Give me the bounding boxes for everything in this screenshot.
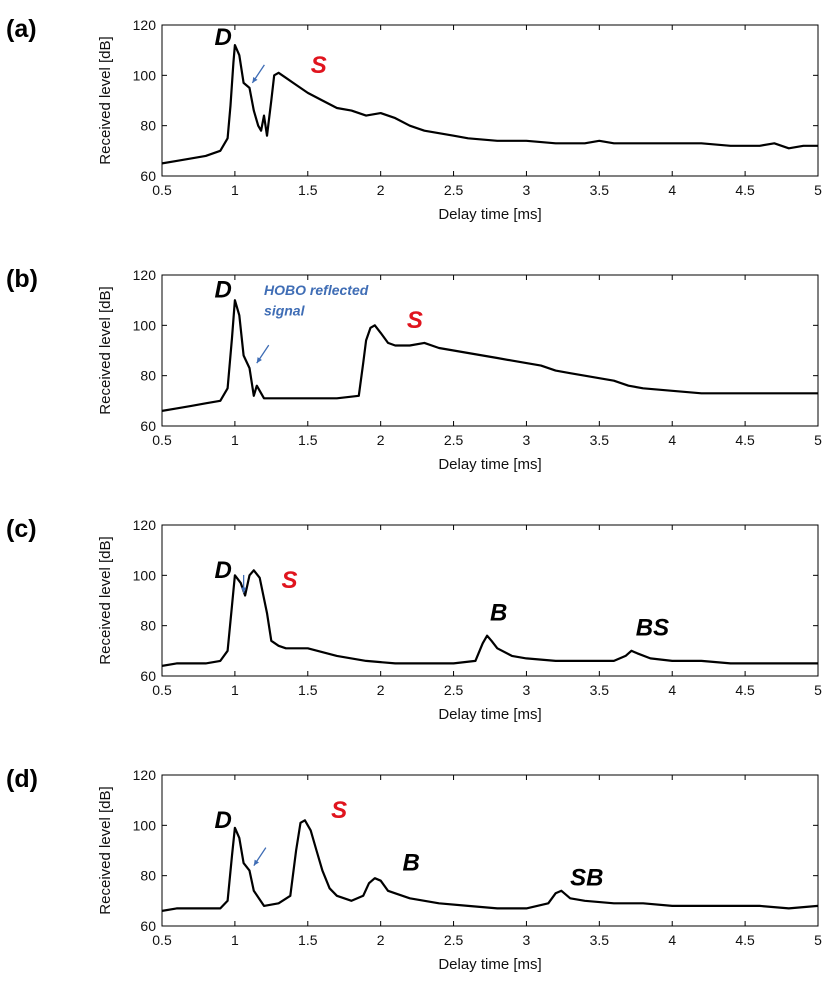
x-tick-label: 2 xyxy=(377,182,385,198)
y-axis-label: Received level [dB] xyxy=(97,536,114,664)
annotation-label: D xyxy=(214,807,231,834)
y-tick-label: 100 xyxy=(133,817,157,833)
annotation-label: SB xyxy=(570,865,603,892)
x-tick-label: 1 xyxy=(231,932,239,948)
y-tick-label: 80 xyxy=(140,368,156,384)
x-tick-label: 2.5 xyxy=(444,182,464,198)
plot-frame xyxy=(161,524,819,677)
x-axis-label: Delay time [ms] xyxy=(438,206,541,223)
x-tick-label: 2 xyxy=(377,682,385,698)
x-tick-label: 4 xyxy=(668,682,676,698)
x-tick-label: 2.5 xyxy=(444,432,464,448)
x-tick-label: 3 xyxy=(523,932,531,948)
annotation-label: HOBO reflected xyxy=(264,282,369,298)
x-tick-label: 0.5 xyxy=(152,182,172,198)
x-tick-label: 1 xyxy=(231,432,239,448)
x-axis-label: Delay time [ms] xyxy=(438,456,541,473)
x-tick-label: 5 xyxy=(814,432,822,448)
annotation-label: signal xyxy=(264,302,306,318)
series-line xyxy=(162,299,818,412)
chart-panel-3: (d) 0.5 1 1.5 2 2.5 3 3.5 4 4.5 5 60 80 100 120 Delay t… xyxy=(6,765,822,973)
panel-label: (c) xyxy=(6,515,37,543)
panel-label: (a) xyxy=(6,15,37,43)
x-tick-label: 0.5 xyxy=(152,682,172,698)
y-tick-label: 60 xyxy=(140,168,156,184)
y-tick-label: 120 xyxy=(133,267,157,283)
annotation-label: S xyxy=(311,52,327,79)
annotation-label: D xyxy=(214,277,231,304)
x-tick-label: 5 xyxy=(814,932,822,948)
x-tick-label: 3.5 xyxy=(590,932,610,948)
annotation-label: D xyxy=(214,557,231,584)
x-axis-label: Delay time [ms] xyxy=(438,706,541,723)
x-tick-label: 3.5 xyxy=(590,182,610,198)
y-tick-label: 120 xyxy=(133,17,157,33)
x-tick-label: 3 xyxy=(523,682,531,698)
y-tick-label: 100 xyxy=(133,567,157,583)
x-tick-label: 5 xyxy=(814,682,822,698)
y-axis-label: Received level [dB] xyxy=(97,786,114,914)
x-tick-label: 4.5 xyxy=(735,182,755,198)
y-tick-label: 60 xyxy=(140,418,156,434)
y-tick-label: 80 xyxy=(140,618,156,634)
x-tick-label: 1 xyxy=(231,682,239,698)
x-tick-label: 3 xyxy=(523,182,531,198)
annotation-label: BS xyxy=(636,615,669,642)
arrow-icon xyxy=(256,344,270,364)
annotation-label: B xyxy=(490,600,507,627)
chart-panel-0: (a) 0.5 1 1.5 2 2.5 3 3.5 4 4.5 5 60 80 100 120 Delay t… xyxy=(6,15,822,223)
y-tick-label: 60 xyxy=(140,918,156,934)
series-line xyxy=(162,569,818,667)
annotation-label: S xyxy=(282,567,298,594)
y-tick-label: 120 xyxy=(133,767,157,783)
y-axis-label: Received level [dB] xyxy=(97,286,114,414)
chart-panel-2: (c) 0.5 1 1.5 2 2.5 3 3.5 4 4.5 5 60 80 100 120 Delay t… xyxy=(6,515,822,723)
y-tick-label: 80 xyxy=(140,868,156,884)
x-tick-label: 0.5 xyxy=(152,432,172,448)
x-tick-label: 3.5 xyxy=(590,432,610,448)
arrow-icon xyxy=(251,64,265,84)
x-tick-label: 1.5 xyxy=(298,682,318,698)
panel-label: (b) xyxy=(6,265,38,293)
x-tick-label: 1.5 xyxy=(298,932,318,948)
arrow-icon xyxy=(253,847,267,866)
annotation-label: D xyxy=(214,24,231,51)
x-tick-label: 2.5 xyxy=(444,932,464,948)
annotation-label: B xyxy=(403,850,420,877)
plot-frame xyxy=(161,24,819,177)
x-tick-label: 3 xyxy=(523,432,531,448)
annotation-label: S xyxy=(407,307,423,334)
x-tick-label: 4 xyxy=(668,432,676,448)
series-line xyxy=(162,819,818,912)
series-line xyxy=(162,43,818,165)
x-tick-label: 4 xyxy=(668,932,676,948)
x-tick-label: 0.5 xyxy=(152,932,172,948)
arrow-icon xyxy=(241,574,247,593)
chart-panel-1: (b) 0.5 1 1.5 2 2.5 3 3.5 4 4.5 5 60 80 100 120 Delay t… xyxy=(6,265,822,473)
x-tick-label: 2.5 xyxy=(444,682,464,698)
y-axis-label: Received level [dB] xyxy=(97,36,114,164)
x-tick-label: 4.5 xyxy=(735,932,755,948)
x-tick-label: 4 xyxy=(668,182,676,198)
x-axis-label: Delay time [ms] xyxy=(438,956,541,973)
x-tick-label: 4.5 xyxy=(735,682,755,698)
x-tick-label: 2 xyxy=(377,932,385,948)
x-tick-label: 3.5 xyxy=(590,682,610,698)
annotation-label: S xyxy=(331,797,347,824)
x-tick-label: 1.5 xyxy=(298,432,318,448)
x-tick-label: 5 xyxy=(814,182,822,198)
y-tick-label: 80 xyxy=(140,118,156,134)
x-tick-label: 4.5 xyxy=(735,432,755,448)
x-tick-label: 2 xyxy=(377,432,385,448)
panel-label: (d) xyxy=(6,765,38,793)
plot-frame xyxy=(161,274,819,427)
y-tick-label: 100 xyxy=(133,67,157,83)
plot-frame xyxy=(161,774,819,927)
x-tick-label: 1 xyxy=(231,182,239,198)
y-tick-label: 100 xyxy=(133,317,157,333)
y-tick-label: 60 xyxy=(140,668,156,684)
y-tick-label: 120 xyxy=(133,517,157,533)
x-tick-label: 1.5 xyxy=(298,182,318,198)
